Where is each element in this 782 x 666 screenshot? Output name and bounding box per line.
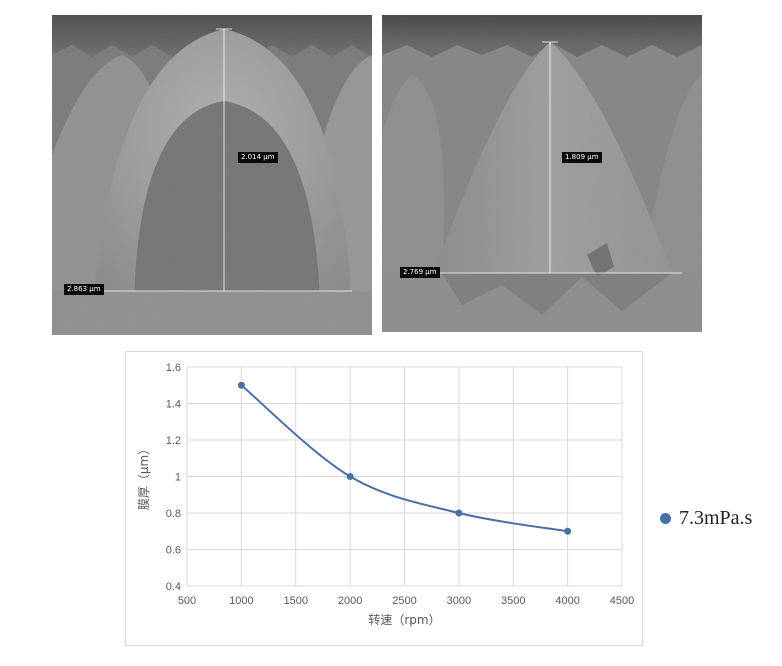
x-tick-label: 1500 [284,595,308,607]
height-measure-label: 2.014 µm [238,152,278,163]
legend-marker [660,512,671,524]
x-tick-label: 2000 [338,595,362,607]
tick-labels: 0.4 0.6 0.8 1 1.2 1.4 1.6 500 1000 1500 2000 2500 30… [166,362,635,607]
x-tick-label: 4000 [555,595,579,607]
sem-cone-right-graphic [382,15,702,332]
width-measure-label: 2.769 µm [400,267,440,278]
data-point [564,527,572,535]
y-tick-label: 1.2 [166,435,181,447]
y-axis-title: 膜厚（μm） [137,443,151,510]
x-tick-label: 3000 [447,595,471,607]
x-axis-title: 转速（rpm） [368,612,440,627]
legend-label: 7.3mPa.s [679,506,753,529]
y-tick-label: 1.4 [166,399,181,411]
x-tick-label: 4500 [610,595,634,607]
thickness-vs-speed-chart: 0.4 0.6 0.8 1 1.2 1.4 1.6 500 1000 1500 2000 2500 30… [137,362,635,627]
chart-frame: 0.4 0.6 0.8 1 1.2 1.4 1.6 500 1000 1500 2000 2500 30… [125,351,643,646]
y-tick-label: 0.4 [166,581,181,593]
x-tick-label: 3500 [501,595,525,607]
series-line [240,384,568,533]
data-point [346,473,354,480]
y-tick-label: 0.6 [166,545,181,557]
data-point [237,381,245,389]
sem-image-left: 2.014 µm 2.863 µm [52,15,372,335]
sem-image-right: 1.809 µm 2.769 µm [382,15,702,332]
width-measure-label: 2.863 µm [64,284,104,295]
height-measure-label: 1.809 µm [562,152,602,163]
x-tick-label: 2500 [392,595,416,607]
y-tick-label: 0.8 [166,508,181,520]
x-tick-label: 500 [178,595,196,607]
data-point [455,509,463,517]
x-tick-label: 1000 [229,595,253,607]
series-layer [237,381,572,535]
y-tick-label: 1.6 [166,362,181,374]
chart-legend: 7.3mPa.s [660,505,752,531]
y-tick-label: 1 [175,472,181,484]
grid-lines [186,366,623,587]
